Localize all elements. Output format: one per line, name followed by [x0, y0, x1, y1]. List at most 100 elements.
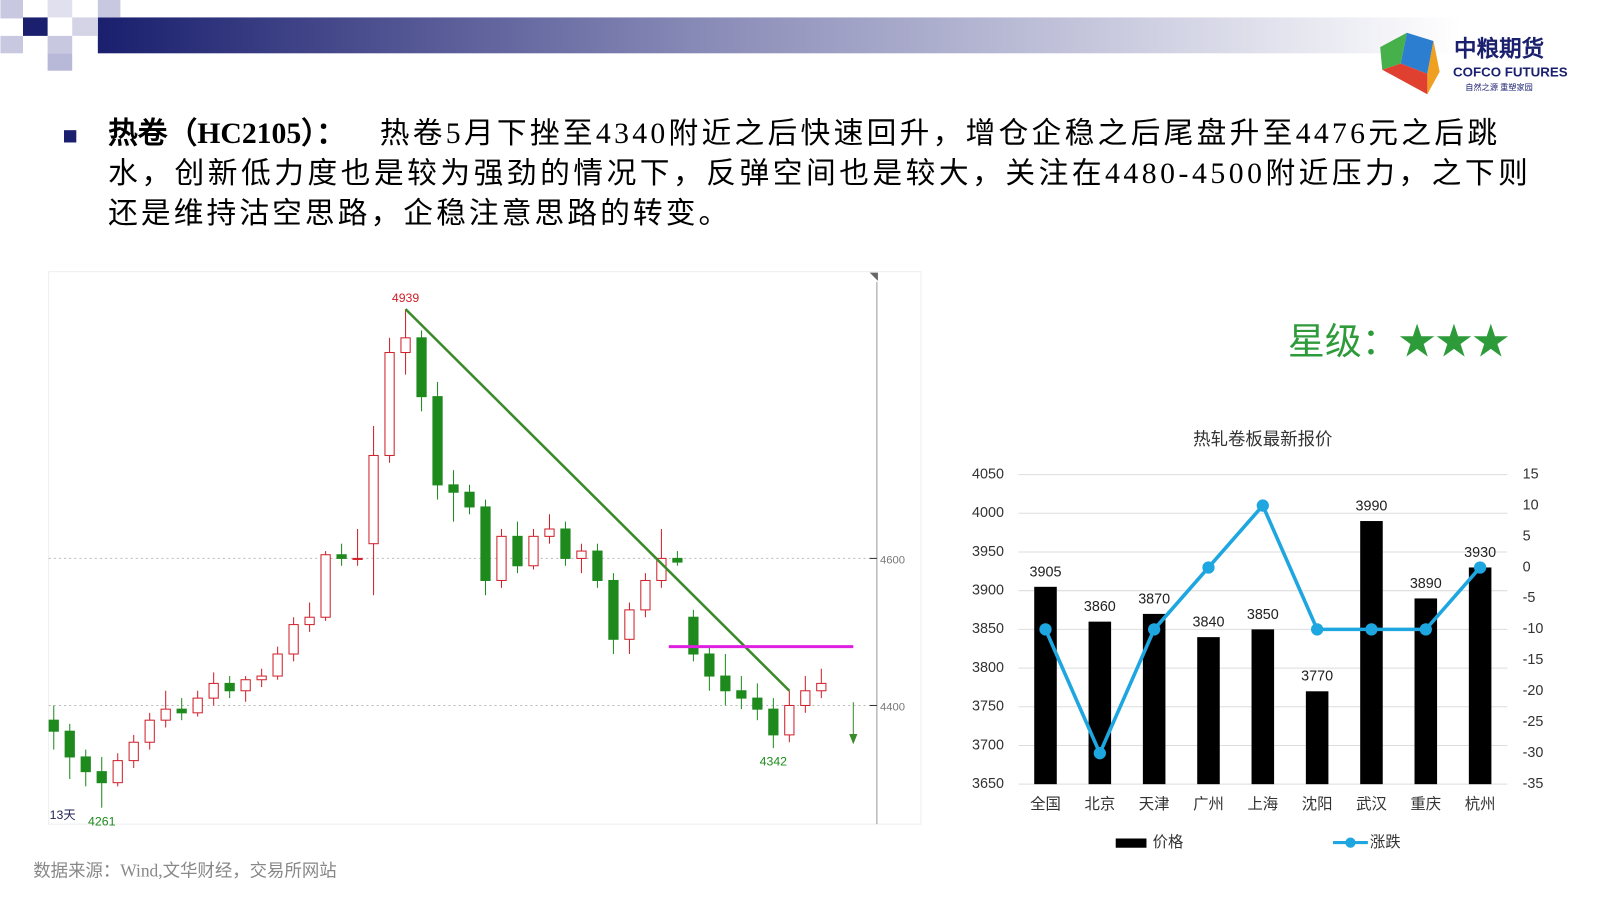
- y-tick-label: 4000: [972, 505, 1004, 521]
- line-marker: [1039, 623, 1052, 636]
- candle-body: [80, 756, 91, 773]
- candle-body: [64, 730, 75, 758]
- line-marker: [1148, 623, 1161, 636]
- header-decoration: [0, 0, 1462, 71]
- x-tick-label: 沈阳: [1302, 795, 1333, 813]
- y2-tick-label: -5: [1523, 590, 1536, 606]
- candle-body: [176, 708, 187, 714]
- x-tick-label: 北京: [1084, 795, 1115, 813]
- candle-body: [304, 616, 315, 626]
- legend-label: 价格: [1153, 833, 1184, 851]
- paragraph-line: 水，创新低力度也是较为强劲的情况下，反弹空间也是较大，关注在4480-4500附…: [108, 157, 1528, 190]
- candle-body: [624, 609, 635, 640]
- candle-body: [208, 682, 219, 699]
- bullet: [64, 130, 77, 143]
- candlestick-chart: 4400 4600 4939 4342 4261 13天: [48, 271, 922, 828]
- candle-body: [544, 528, 555, 537]
- candle-body: [768, 708, 779, 736]
- value-label: 3770: [1301, 669, 1333, 685]
- candle-body: [144, 719, 155, 743]
- price-annotation: 4342: [760, 755, 788, 769]
- logo-slogan: 自然之源 重塑家园: [1465, 82, 1533, 92]
- x-tick-label: 上海: [1247, 795, 1278, 813]
- candle-body: [496, 535, 507, 581]
- value-label: 3930: [1464, 545, 1496, 561]
- bar: [1414, 598, 1438, 785]
- y-tick-label: 3750: [972, 699, 1004, 715]
- candle-body: [352, 557, 363, 560]
- paragraph-line: 还是维持沽空思路，企稳注意思路的转变。: [108, 197, 728, 230]
- bar: [1197, 637, 1220, 785]
- y-tick-label: 3650: [972, 776, 1004, 792]
- candle-body: [400, 337, 411, 354]
- value-label: 3870: [1138, 591, 1170, 607]
- bar: [1034, 586, 1057, 785]
- logo-name: 中粮期货: [1454, 35, 1544, 61]
- legend-label: 涨跌: [1370, 833, 1401, 851]
- candle-body: [816, 682, 827, 692]
- bar-line-chart: 热轧卷板最新报价 3650 3700 3750 3800 3850 3900 3950 4000…: [972, 429, 1543, 851]
- logo-english: COFCO FUTURES: [1453, 64, 1568, 79]
- logo: 中粮期货 COFCO FUTURES 自然之源 重塑家园: [1380, 32, 1568, 95]
- candle-body: [320, 554, 331, 618]
- candle-body: [608, 579, 619, 640]
- candle-body: [128, 741, 139, 762]
- x-tick-label: 武汉: [1356, 795, 1387, 813]
- candle-body: [192, 697, 203, 714]
- candle-body: [640, 579, 651, 611]
- value-label: 3860: [1084, 599, 1116, 615]
- candle-body: [528, 535, 539, 567]
- y2-tick-label: 0: [1523, 559, 1531, 575]
- candle-body: [592, 550, 603, 581]
- y2-tick-label: 15: [1523, 466, 1539, 482]
- candle-body: [480, 506, 491, 581]
- price-annotation: 4261: [88, 814, 116, 828]
- line-marker: [1202, 561, 1215, 574]
- candle-body: [720, 675, 731, 692]
- candle-body: [672, 557, 683, 563]
- y2-tick-label: -20: [1523, 683, 1544, 699]
- candle-body: [288, 624, 299, 655]
- candle-body: [512, 535, 523, 567]
- y-tick-label: 3700: [972, 737, 1004, 753]
- line-marker: [1365, 623, 1378, 636]
- source: 数据来源：Wind,文华财经，交易所网站: [33, 860, 336, 880]
- y-tick-label: 3900: [972, 582, 1004, 598]
- candle-body: [688, 616, 699, 655]
- value-label: 3905: [1030, 564, 1062, 580]
- x-tick-label: 天津: [1139, 795, 1170, 813]
- y-tick-label: 3950: [972, 544, 1004, 560]
- bar: [1305, 691, 1329, 785]
- line-marker: [1419, 623, 1432, 636]
- y2-tick-label: -10: [1523, 621, 1544, 637]
- y-tick-label: 4600: [880, 554, 905, 566]
- candle-body: [240, 679, 251, 692]
- candle-body: [784, 704, 795, 736]
- candle-body: [256, 675, 267, 681]
- price-annotation: 4939: [392, 291, 420, 305]
- value-label: 3840: [1193, 615, 1225, 631]
- candle-body: [752, 697, 763, 710]
- line-marker: [1310, 623, 1324, 636]
- trend-line: [404, 308, 791, 692]
- candle-body: [224, 682, 235, 692]
- candle-body: [112, 760, 123, 784]
- y2-tick-label: 10: [1523, 497, 1539, 513]
- y2-tick-label: -15: [1523, 652, 1544, 668]
- x-tick-label: 重庆: [1410, 795, 1441, 813]
- candle-body: [736, 690, 747, 699]
- value-label: 3890: [1410, 576, 1442, 592]
- candle-body: [272, 653, 283, 677]
- rating: 星级：★★★: [1288, 321, 1509, 362]
- bar: [1088, 621, 1112, 785]
- bar: [1142, 613, 1166, 785]
- bar: [1251, 629, 1275, 785]
- y-tick-label: 4050: [972, 466, 1004, 482]
- candle-body: [416, 337, 427, 398]
- arrow-head: [849, 733, 858, 745]
- x-tick-label: 广州: [1193, 795, 1224, 813]
- y2-tick-label: -35: [1523, 776, 1544, 792]
- candle-body: [368, 454, 379, 545]
- candle-body: [800, 690, 811, 706]
